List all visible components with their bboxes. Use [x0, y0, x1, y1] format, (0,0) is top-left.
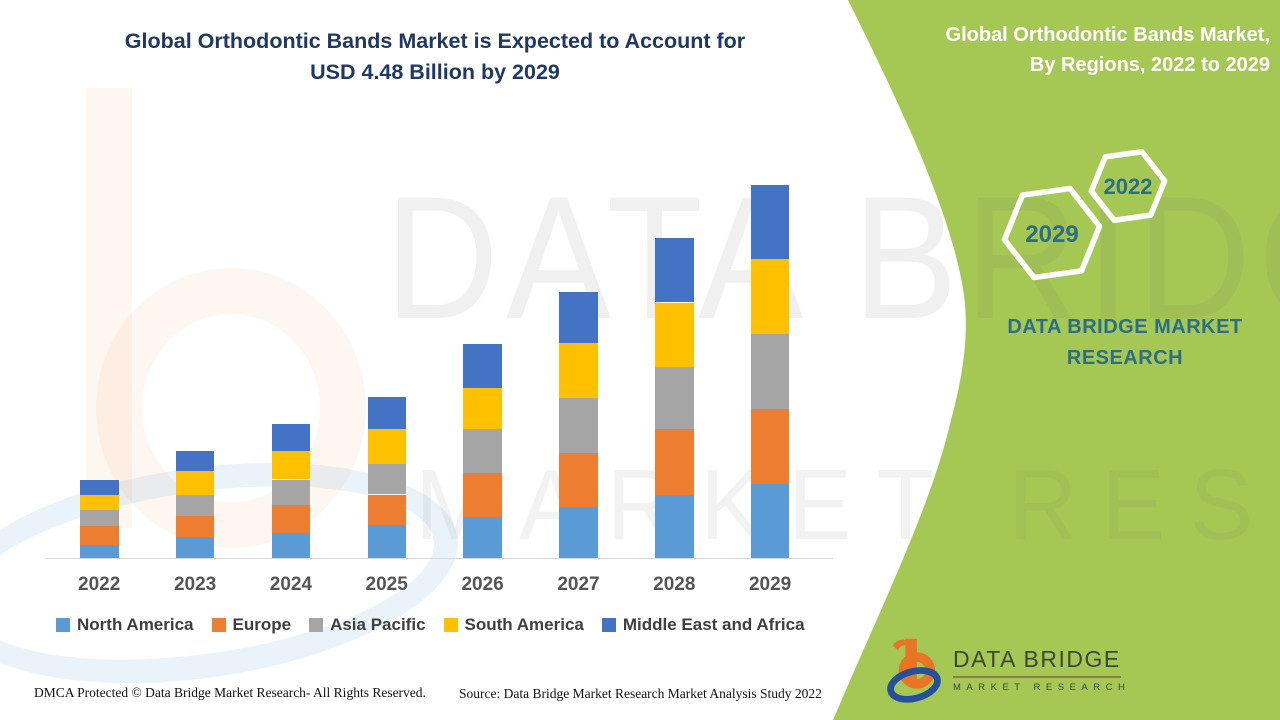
bar-segment-2027-middle-east-and-africa: [559, 291, 598, 344]
bar-segment-2022-south-america: [80, 495, 119, 511]
bar-segment-2029-south-america: [750, 259, 790, 335]
bar-segment-2023-south-america: [175, 471, 215, 495]
x-axis-label-2029: 2029: [748, 574, 792, 595]
bar-segment-2029-middle-east-and-africa: [750, 184, 790, 260]
bar-segment-2026-asia-pacific: [463, 428, 502, 473]
legend-label-europe: Europe: [232, 615, 292, 634]
bar-segment-2029-europe: [750, 409, 790, 484]
logo-divider: [953, 676, 1121, 678]
bar-segment-2022-middle-east-and-africa: [80, 479, 119, 496]
bar-segment-2022-europe: [80, 526, 119, 545]
footer-copyright: DMCA Protected © Data Bridge Market Rese…: [34, 685, 426, 700]
x-axis-label-2025: 2025: [365, 574, 408, 595]
bar-segment-2025-europe: [367, 494, 406, 526]
legend-label-south-america: South America: [464, 615, 584, 634]
bar-segment-2025-asia-pacific: [367, 463, 406, 495]
legend-label-north-america: North America: [77, 615, 194, 634]
legend-swatch-europe: [211, 618, 226, 632]
bar-segment-2027-north-america: [559, 507, 598, 558]
hexagon-2022-icon: [1088, 148, 1168, 224]
bar-segment-2023-asia-pacific: [175, 494, 215, 517]
bar-segment-2029-asia-pacific: [750, 334, 790, 410]
bar-segment-2027-europe: [559, 452, 598, 508]
bar-segment-2025-south-america: [367, 429, 406, 464]
bar-segment-2025-north-america: [367, 525, 406, 558]
x-axis-label-2024: 2024: [269, 574, 313, 595]
databridge-b-icon: [887, 638, 941, 703]
legend-item-south-america: South America: [443, 615, 584, 635]
green-panel-shape: [833, 0, 1280, 720]
logo-subtitle: MARKET RESEARCH: [953, 682, 1131, 693]
logo-title: DATA BRIDGE: [953, 646, 1121, 672]
hexagon-2029-icon: [1001, 185, 1103, 281]
brand-name-line1: DATA BRIDGE MARKET: [1007, 316, 1243, 338]
hexagon-2029-year: 2029: [1025, 221, 1078, 248]
side-panel-title-line2: By Regions, 2022 to 2029: [1029, 54, 1270, 76]
bar-segment-2026-middle-east-and-africa: [463, 344, 502, 388]
x-axis-line: [45, 558, 833, 559]
x-axis-label-2023: 2023: [173, 574, 217, 595]
bar-segment-2024-south-america: [271, 451, 311, 480]
x-axis-labels: 2022 2023 2024 2025 2026 2027 2028 2029: [0, 574, 840, 604]
x-axis-label-2028: 2028: [653, 574, 696, 595]
legend-item-asia-pacific: Asia Pacific: [309, 615, 426, 635]
legend-item-europe: Europe: [211, 615, 292, 635]
footer-source: Source: Data Bridge Market Research Mark…: [459, 686, 822, 701]
chart-title: Global Orthodontic Bands Market is Expec…: [40, 26, 830, 88]
bar-segment-2024-europe: [271, 505, 311, 533]
databridge-logo: DATA BRIDGE MARKET RESEARCH: [885, 634, 1130, 706]
legend-label-asia-pacific: Asia Pacific: [330, 615, 426, 634]
bar-segment-2026-north-america: [463, 517, 502, 558]
bar-segment-2029-north-america: [750, 483, 790, 558]
chart-title-line2: USD 4.48 Billion by 2029: [310, 60, 560, 84]
x-axis-label-2022: 2022: [78, 574, 121, 595]
legend-swatch-south-america: [443, 618, 458, 632]
bar-segment-2025-middle-east-and-africa: [367, 396, 406, 430]
hexagon-2022-year: 2022: [1104, 174, 1153, 199]
side-panel-title: Global Orthodontic Bands Market, By Regi…: [880, 20, 1270, 80]
bar-segment-2027-asia-pacific: [559, 397, 598, 453]
legend-item-north-america: North America: [56, 615, 194, 635]
bar-segment-2024-middle-east-and-africa: [271, 423, 311, 452]
bar-segment-2028-middle-east-and-africa: [655, 238, 694, 303]
bar-segment-2028-asia-pacific: [655, 366, 694, 429]
bar-segment-2028-south-america: [655, 302, 694, 367]
bar-segment-2023-europe: [175, 516, 215, 538]
bar-segment-2027-south-america: [559, 343, 598, 398]
legend-label-middle-east-and-africa: Middle East and Africa: [622, 615, 805, 634]
bar-segment-2023-north-america: [175, 537, 215, 558]
x-axis-label-2026: 2026: [461, 574, 504, 595]
brand-name-line2: RESEARCH: [1066, 347, 1184, 369]
legend-swatch-north-america: [56, 618, 70, 632]
year-hexagons: 2029 2022: [1001, 148, 1168, 281]
legend-item-middle-east-and-africa: Middle East and Africa: [601, 615, 805, 635]
bar-segment-2026-south-america: [463, 387, 502, 429]
x-axis-label-2027: 2027: [557, 574, 600, 595]
logo-text-block: DATA BRIDGE MARKET RESEARCH: [953, 634, 1130, 693]
bar-segment-2022-asia-pacific: [80, 510, 119, 527]
chart-legend: North America Europe Asia Pacific South Ame…: [56, 615, 805, 635]
bar-segment-2023-middle-east-and-africa: [175, 451, 215, 472]
bar-segment-2022-north-america: [80, 544, 119, 558]
legend-swatch-middle-east-and-africa: [601, 618, 616, 632]
chart-title-line1: Global Orthodontic Bands Market is Expec…: [124, 29, 746, 53]
side-panel-title-line1: Global Orthodontic Bands Market,: [945, 24, 1270, 46]
bar-segment-2028-europe: [655, 428, 694, 496]
bar-segment-2024-asia-pacific: [271, 479, 311, 506]
bar-segment-2028-north-america: [655, 495, 694, 558]
bar-segment-2026-europe: [463, 472, 502, 518]
brand-name: DATA BRIDGE MARKET RESEARCH: [960, 312, 1280, 374]
legend-swatch-asia-pacific: [309, 618, 324, 632]
bar-segment-2024-north-america: [271, 533, 311, 559]
